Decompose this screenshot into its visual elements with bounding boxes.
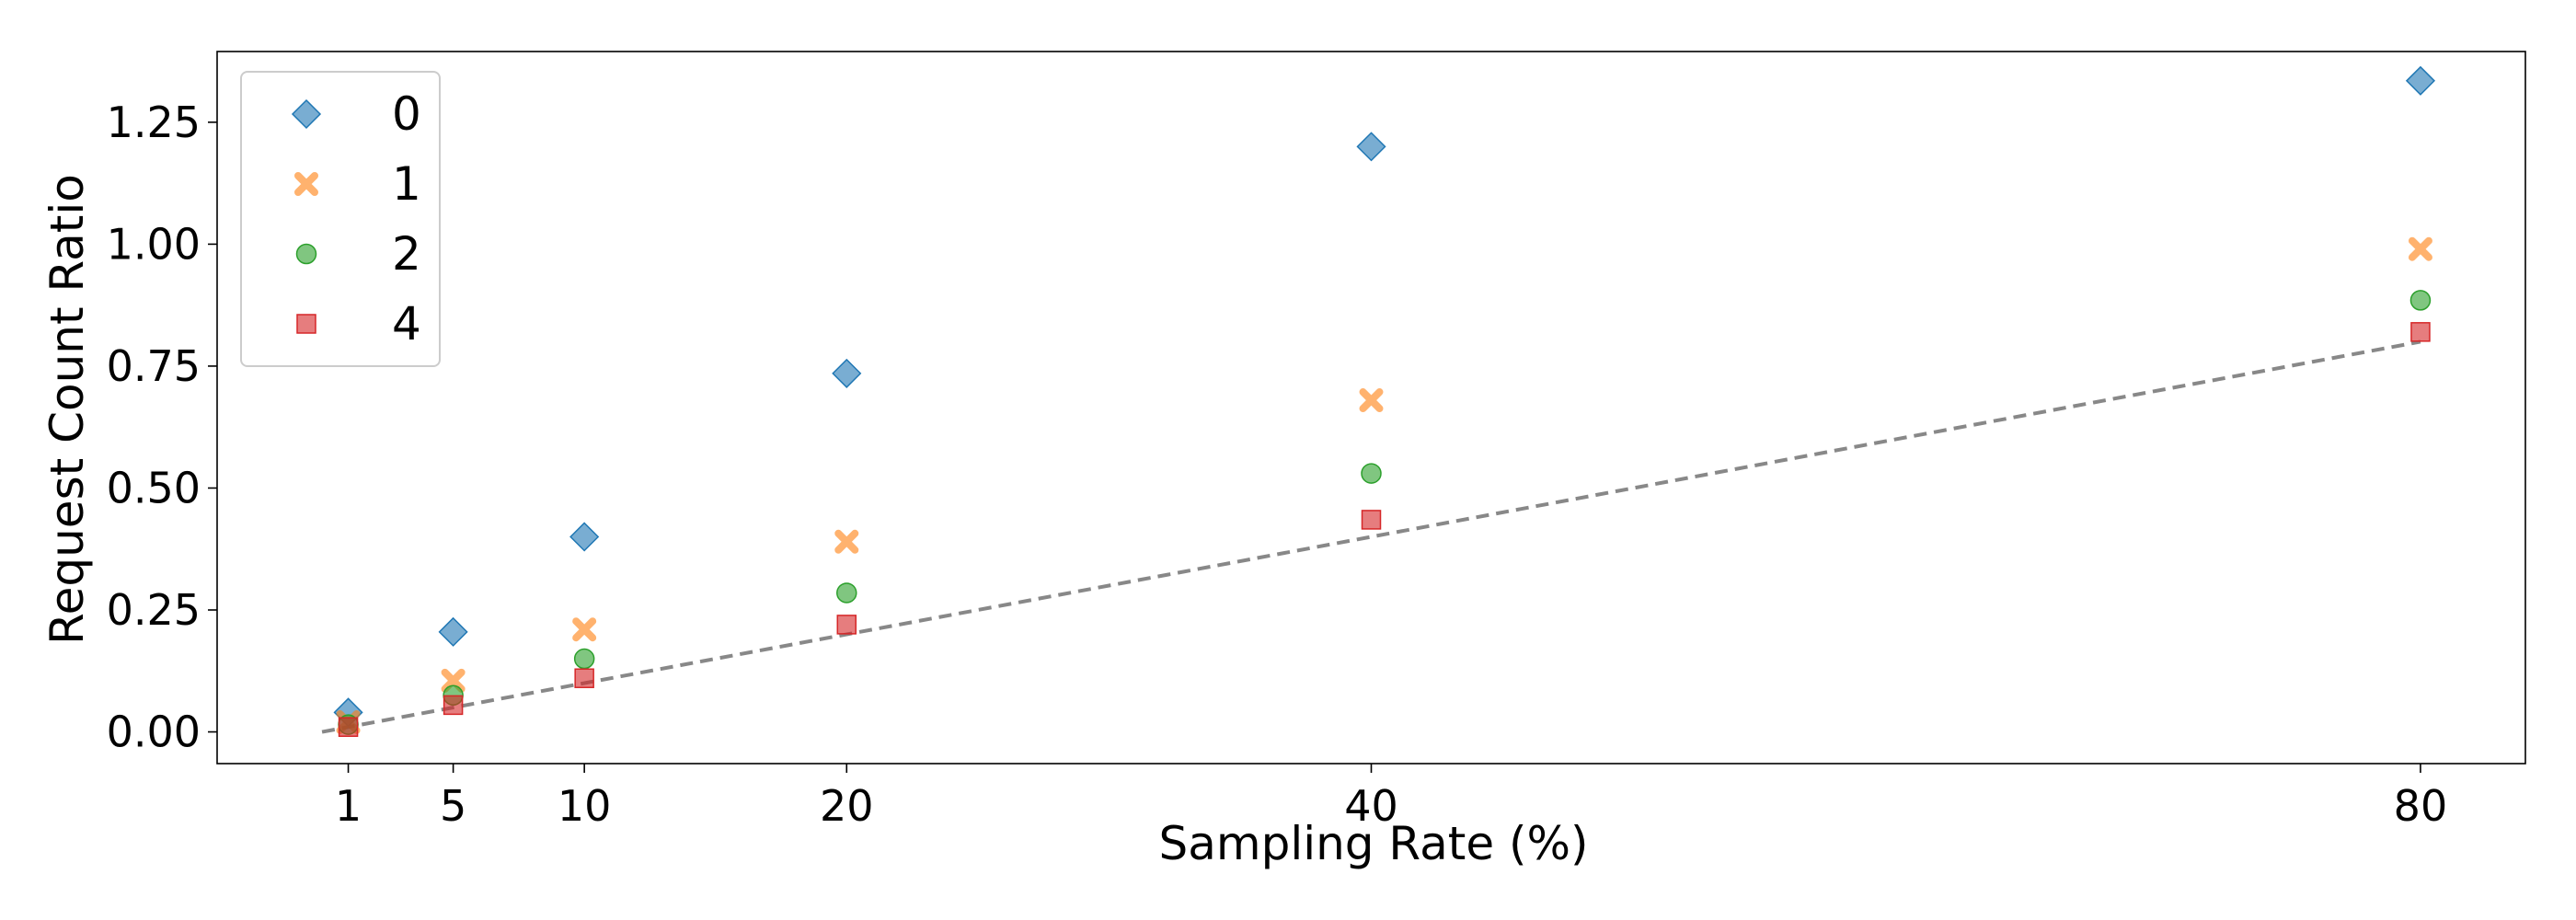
x-axis-label: Sampling Rate (%) (1159, 817, 1589, 870)
x-tick-label: 80 (2394, 781, 2448, 831)
legend-marker-0 (291, 98, 322, 130)
tick-labels: 1 5 10 20 40 80 0.00 0.25 0.50 0.75 1.00 1.25 (107, 98, 2448, 831)
legend-marker-1 (294, 172, 318, 196)
x-tick-label: 20 (820, 781, 874, 831)
data-point-series-4 (574, 668, 594, 688)
legend-marker-2 (295, 243, 317, 265)
data-point-series-4 (2410, 322, 2431, 342)
reference-line (321, 339, 2421, 734)
axes (208, 51, 2526, 773)
legend-label: 1 (392, 157, 421, 211)
data-point-series-0 (1356, 132, 1386, 162)
data-point-series-2 (573, 648, 595, 670)
x-tick-label: 10 (558, 781, 612, 831)
y-axis-label: Request Count Ratio (40, 174, 94, 645)
data-points (333, 65, 2436, 737)
x-tick-label: 1 (335, 781, 362, 831)
data-point-series-1 (1359, 388, 1384, 413)
legend-label: 4 (392, 297, 421, 351)
data-point-series-0 (832, 358, 862, 388)
y-tick-label: 0.00 (107, 707, 201, 757)
reference-line-layer (321, 339, 2421, 734)
data-point-series-0 (2405, 65, 2436, 96)
y-tick-label: 0.25 (107, 585, 201, 635)
legend: 0 1 2 4 (240, 71, 441, 367)
data-point-series-1 (572, 617, 597, 642)
series-0 (333, 65, 2436, 728)
data-point-series-2 (836, 582, 857, 604)
data-point-series-2 (1361, 463, 1382, 484)
legend-label: 0 (392, 87, 421, 141)
data-point-series-0 (569, 522, 600, 552)
legend-marker-4 (296, 314, 316, 334)
series-4 (338, 322, 2431, 737)
data-point-series-1 (2408, 236, 2432, 261)
y-tick-label: 0.50 (107, 463, 201, 512)
data-point-series-4 (443, 695, 464, 716)
y-tick-label: 1.00 (107, 219, 201, 269)
x-tick-label: 40 (1344, 781, 1398, 831)
data-point-series-2 (2409, 290, 2432, 311)
data-point-series-4 (836, 615, 857, 635)
data-point-series-0 (438, 616, 468, 647)
y-tick-label: 0.75 (107, 341, 201, 391)
y-tick-label: 1.25 (107, 98, 201, 147)
legend-label: 2 (392, 227, 421, 281)
data-point-series-1 (834, 529, 859, 554)
series-1 (336, 236, 2432, 734)
data-point-series-4 (338, 717, 359, 737)
data-point-series-1 (441, 668, 466, 693)
x-tick-label: 5 (440, 781, 466, 831)
data-point-series-4 (1361, 510, 1382, 530)
legend-box (240, 71, 441, 367)
series-2 (338, 290, 2432, 735)
